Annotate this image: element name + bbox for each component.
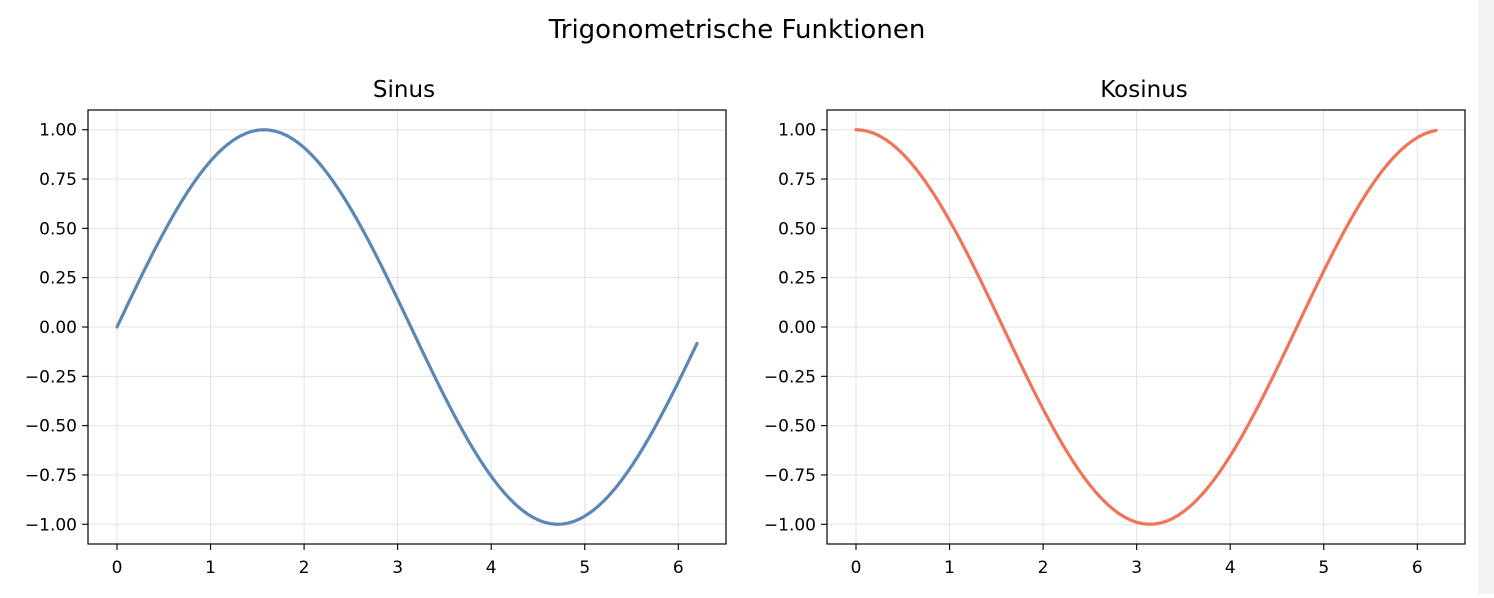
kosinus-x-tick-label: 3	[1131, 558, 1142, 578]
kosinus-x-tick-label: 1	[944, 558, 955, 578]
kosinus-y-tick-label: −0.75	[764, 466, 816, 486]
sinus-x-tick-label: 4	[486, 558, 497, 578]
kosinus-y-tick-label: −0.50	[764, 417, 816, 437]
kosinus-y-tick-label: 0.00	[778, 318, 816, 338]
sinus-y-tick-label: 0.00	[39, 318, 77, 338]
sinus-plot-title: Sinus	[373, 77, 435, 103]
sinus-y-tick-label: −0.50	[25, 417, 77, 437]
sinus-y-tick-label: −0.75	[25, 466, 77, 486]
sinus-x-tick-label: 3	[392, 558, 403, 578]
sinus-y-tick-label: 0.25	[39, 269, 77, 289]
sinus-x-tick-label: 6	[673, 558, 684, 578]
sinus-y-tick-label: −0.25	[25, 367, 77, 387]
kosinus-x-tick-label: 6	[1412, 558, 1423, 578]
sinus-y-tick-label: −1.00	[25, 515, 77, 535]
kosinus-y-tick-label: −0.25	[764, 367, 816, 387]
sinus-y-tick-label: 0.75	[39, 170, 77, 190]
kosinus-y-tick-label: −1.00	[764, 515, 816, 535]
kosinus-y-tick-label: 0.25	[778, 269, 816, 289]
kosinus-x-tick-label: 2	[1038, 558, 1049, 578]
kosinus-series-line	[854, 128, 1438, 526]
kosinus-plot: Kosinus 0 1 2 3 4 5 6 1.00 0.75 0.50 0.25 0.00 −0.25…	[764, 77, 1466, 578]
sinus-x-tick-label: 2	[299, 558, 310, 578]
sinus-y-tick-label: 1.00	[39, 121, 77, 141]
sinus-x-tick-label: 5	[579, 558, 590, 578]
kosinus-plot-title: Kosinus	[1100, 77, 1188, 103]
sinus-x-tick-label: 0	[112, 558, 123, 578]
sinus-series-line	[115, 128, 699, 526]
kosinus-x-tick-label: 5	[1318, 558, 1329, 578]
sinus-plot: Sinus 0 1 2 3 4 5 6 1.00 0.75 0.50 0.25 0.00 −0.25 −0…	[25, 77, 727, 578]
kosinus-x-tick-label: 0	[851, 558, 862, 578]
sinus-y-tick-label: 0.50	[39, 219, 77, 239]
kosinus-y-tick-label: 0.50	[778, 219, 816, 239]
sinus-x-tick-label: 1	[205, 558, 216, 578]
kosinus-y-tick-label: 0.75	[778, 170, 816, 190]
kosinus-x-tick-label: 4	[1225, 558, 1236, 578]
window-edge	[1478, 0, 1494, 594]
figure-title: Trigonometrische Funktionen	[548, 15, 926, 45]
kosinus-y-tick-label: 1.00	[778, 121, 816, 141]
